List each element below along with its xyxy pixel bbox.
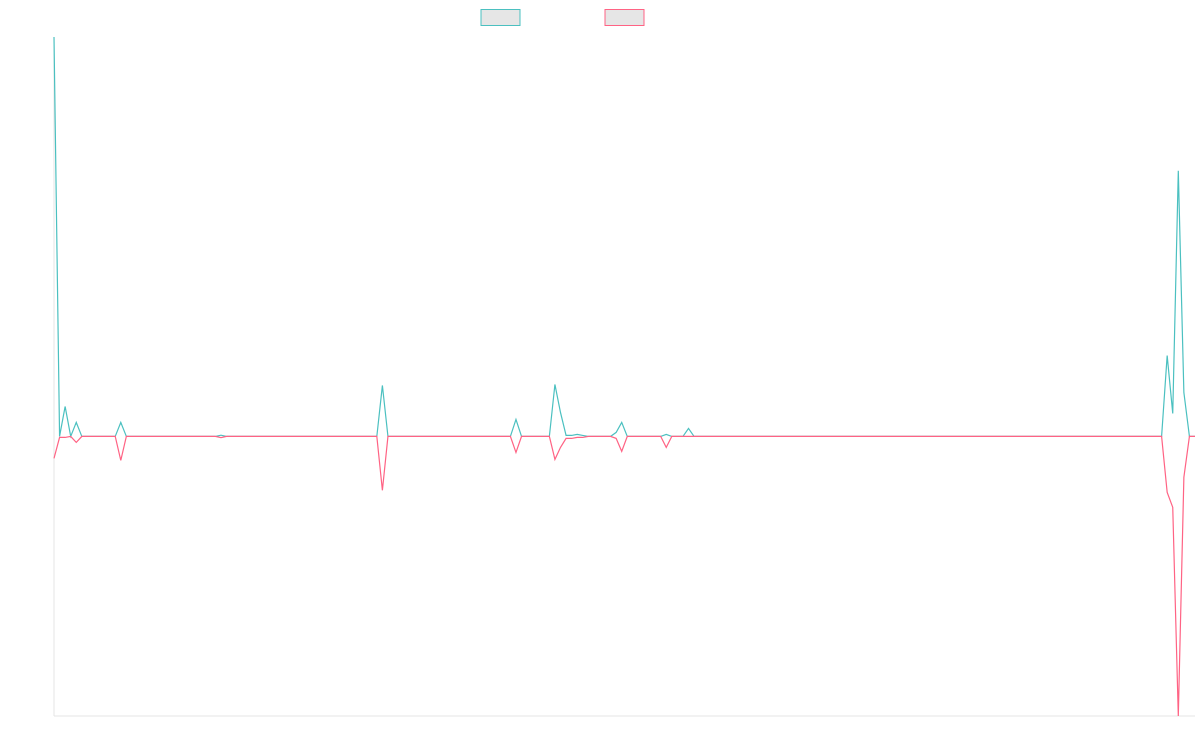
legend-swatch[interactable]: [604, 9, 645, 26]
legend-swatch[interactable]: [480, 9, 521, 26]
data-line: [53, 435, 1195, 717]
data-line: [53, 36, 1195, 439]
